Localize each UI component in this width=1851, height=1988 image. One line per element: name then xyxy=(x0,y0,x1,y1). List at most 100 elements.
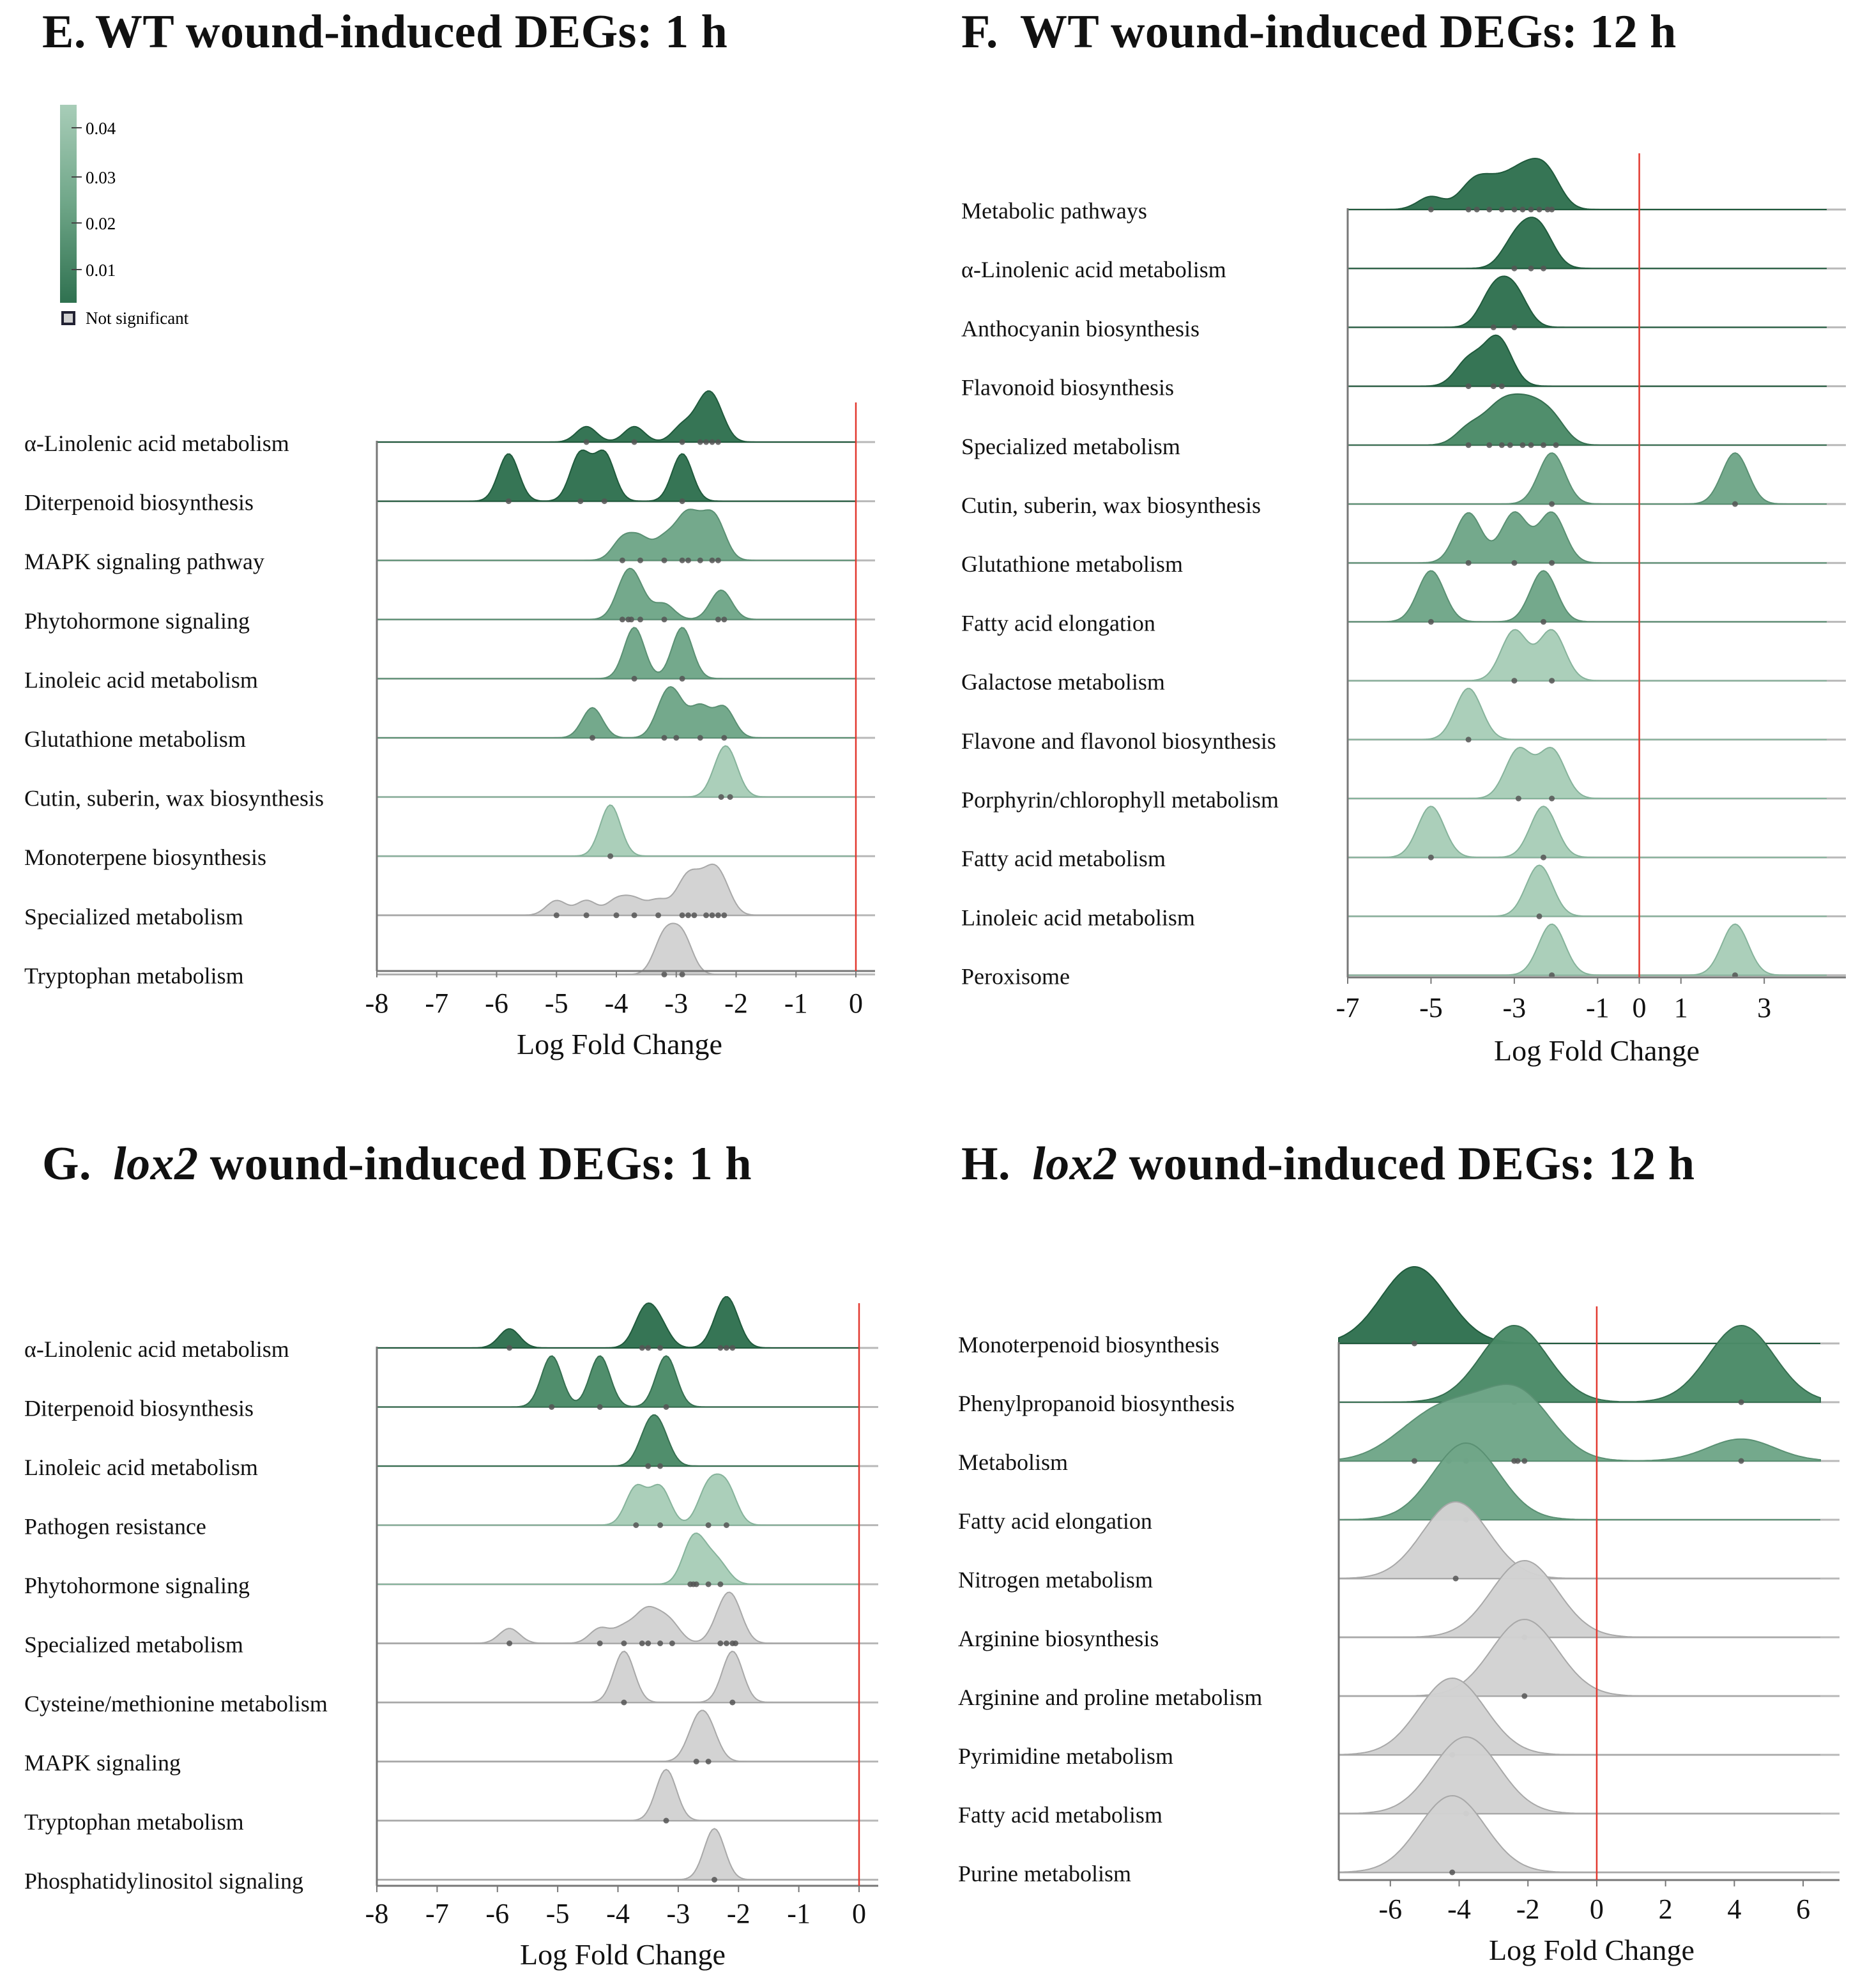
ridge-point xyxy=(669,1640,675,1646)
ridge-density xyxy=(377,804,856,857)
ridge-density xyxy=(1338,1384,1821,1462)
panel-e-title: E. WT wound-induced DEGs: 1 h xyxy=(42,5,727,59)
panel-g-title: G. lox2 wound-induced DEGs: 1 h xyxy=(42,1137,752,1191)
ridge-point xyxy=(663,1404,669,1410)
ridge-density xyxy=(1348,217,1827,270)
x-tick-label: 0 xyxy=(1633,992,1647,1023)
ridge-point xyxy=(721,735,727,741)
ridge-point xyxy=(505,498,512,505)
ridge-point xyxy=(507,1640,513,1646)
ridge-point xyxy=(705,1759,712,1764)
ridge-density xyxy=(1348,570,1827,623)
ridgeline-chart-h: Monoterpenoid biosynthesis Phenylpropanoi… xyxy=(958,1266,1840,1966)
ridge-density xyxy=(377,1768,859,1821)
ridge-point xyxy=(715,616,721,623)
category-label: Diterpenoid biosynthesis xyxy=(24,490,254,516)
category-label: Phenylpropanoid biosynthesis xyxy=(958,1391,1235,1416)
ridge-point xyxy=(1549,678,1555,684)
ridge-density xyxy=(377,1414,859,1467)
ridge-point xyxy=(703,912,710,919)
ridge-point xyxy=(621,1699,627,1706)
category-label: Metabolism xyxy=(958,1449,1068,1475)
ridge-density xyxy=(1348,511,1827,564)
ridge-density xyxy=(377,1709,859,1762)
x-tick-label: 0 xyxy=(1590,1893,1604,1925)
ridge-point xyxy=(705,1581,712,1587)
legend-tick-label: 0.02 xyxy=(86,214,116,233)
ridge-point xyxy=(639,1345,645,1351)
category-label: Linoleic acid metabolism xyxy=(961,905,1195,930)
ridge-point xyxy=(645,1463,651,1469)
category-label: MAPK signaling pathway xyxy=(24,549,264,574)
ridge-density xyxy=(1339,1559,1820,1638)
ridge-point xyxy=(1511,324,1518,330)
ridge-point xyxy=(1449,1869,1456,1876)
x-tick-label: -2 xyxy=(724,988,748,1019)
ridge-point xyxy=(1521,1458,1528,1464)
ridge-point xyxy=(697,735,703,741)
ridge-density xyxy=(1338,1677,1820,1755)
ridge-point xyxy=(1541,618,1546,625)
ridge-density xyxy=(377,922,856,975)
ridge-point xyxy=(583,439,590,445)
ridge-point xyxy=(553,912,560,919)
x-tick-label: -3 xyxy=(667,1898,690,1929)
ridge-density xyxy=(1338,1794,1820,1873)
ridge-point xyxy=(597,1640,603,1646)
panel-f-title: F. WT wound-induced DEGs: 12 h xyxy=(961,5,1677,59)
category-label: Diterpenoid biosynthesis xyxy=(24,1396,254,1421)
ridge-point xyxy=(715,912,721,919)
ridge-point xyxy=(1521,1693,1528,1699)
x-tick-label: -4 xyxy=(1447,1893,1471,1925)
category-label: Cutin, suberin, wax biosynthesis xyxy=(24,786,324,811)
x-axis-title: Log Fold Change xyxy=(1494,1034,1700,1067)
ridge-point xyxy=(1412,1458,1417,1464)
ridge-point xyxy=(628,616,634,623)
ridge-point xyxy=(693,1581,699,1587)
category-label: Arginine and proline metabolism xyxy=(958,1685,1262,1710)
category-label: α-Linolenic acid metabolism xyxy=(24,431,289,456)
ridge-point xyxy=(1412,1340,1417,1347)
category-label: Cysteine/methionine metabolism xyxy=(24,1691,328,1717)
category-label: Flavone and flavonol biosynthesis xyxy=(961,728,1276,754)
ridge-point xyxy=(639,1640,645,1646)
ridge-point xyxy=(673,735,680,741)
x-tick-label: 2 xyxy=(1659,1893,1673,1925)
category-label: Metabolic pathways xyxy=(961,198,1147,224)
category-label: Peroxisome xyxy=(961,964,1070,990)
ridge-density xyxy=(377,567,856,620)
ridge-density xyxy=(1348,629,1827,682)
ridge-point xyxy=(1549,795,1555,802)
ridge-point xyxy=(1511,206,1518,213)
ridge-point xyxy=(715,439,721,445)
panel-g-title-text: wound-induced DEGs: 1 h xyxy=(209,1138,752,1190)
panel-g-label: G. xyxy=(42,1138,92,1190)
ridge-point xyxy=(613,912,620,919)
ridge-density xyxy=(377,1828,859,1881)
ridge-point xyxy=(685,912,691,919)
ridge-point xyxy=(1541,442,1546,448)
ridge-point xyxy=(1520,442,1526,448)
ridge-point xyxy=(645,1640,651,1646)
ridge-density xyxy=(377,863,856,916)
category-label: Phosphatidylinositol signaling xyxy=(24,1869,303,1894)
ridge-point xyxy=(721,912,727,919)
panel-f-label: F. xyxy=(961,6,998,58)
ridge-point xyxy=(657,1640,664,1646)
ridge-point xyxy=(685,557,691,563)
legend-tick-label: 0.04 xyxy=(86,119,116,138)
ridge-point xyxy=(577,498,584,505)
ridge-point xyxy=(717,1640,724,1646)
ridge-point xyxy=(607,853,614,859)
x-tick-label: -2 xyxy=(727,1898,750,1929)
ridge-density xyxy=(1348,864,1827,917)
category-label: Phytohormone signaling xyxy=(24,608,250,634)
ridge-point xyxy=(661,557,667,563)
category-label: Porphyrin/chlorophyll metabolism xyxy=(961,787,1279,813)
ridge-point xyxy=(645,1345,651,1351)
ridge-point xyxy=(1511,678,1518,684)
ridge-point xyxy=(655,912,662,919)
ridgeline-chart-g: α-Linolenic acid metabolism Diterpenoid b… xyxy=(24,1296,878,1971)
x-tick-label: -7 xyxy=(425,1898,449,1929)
ridge-point xyxy=(709,557,715,563)
